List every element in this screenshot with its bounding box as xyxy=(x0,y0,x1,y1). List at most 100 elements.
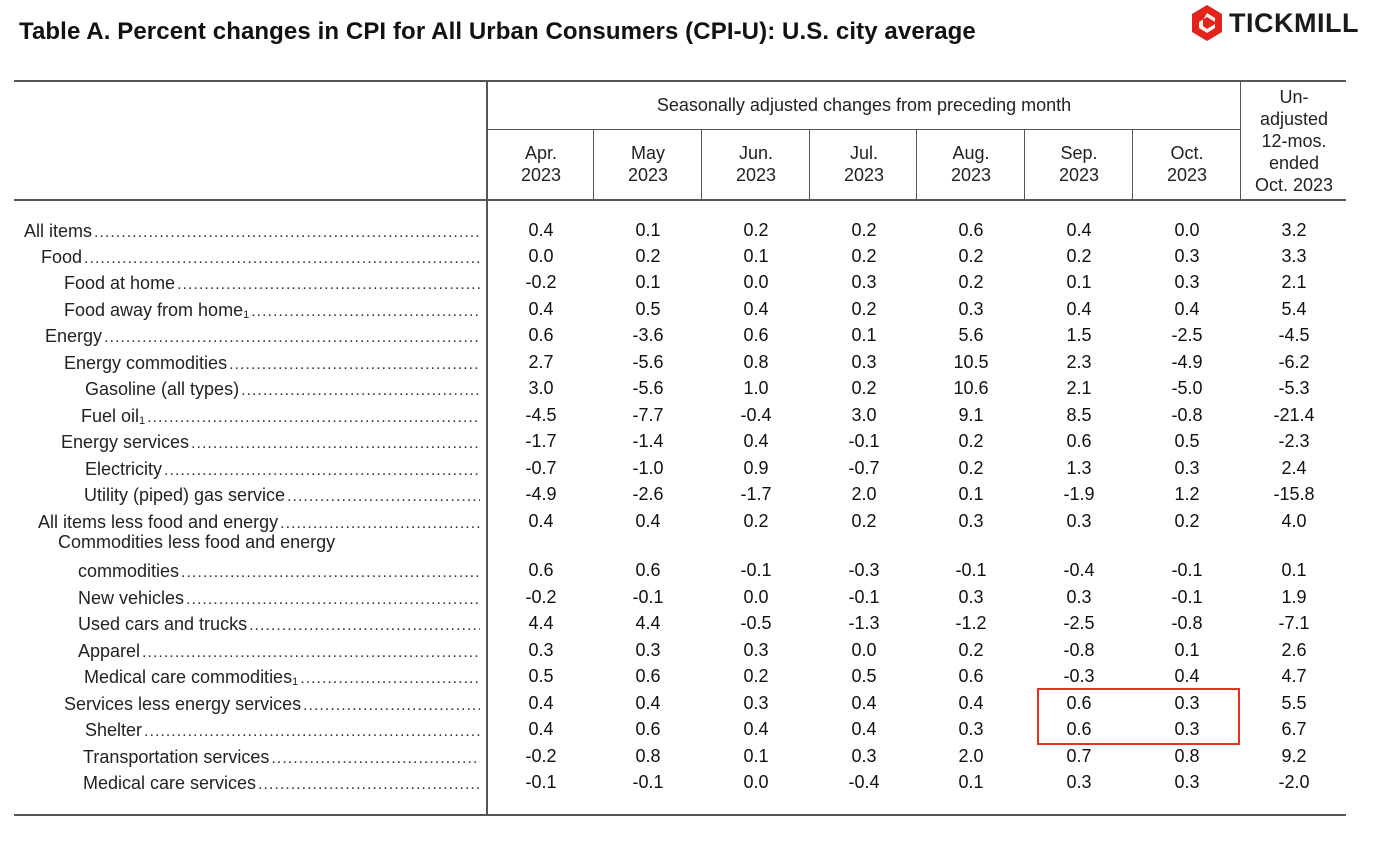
value-cell: 0.5 xyxy=(1174,431,1200,451)
value-cell: -0.1 xyxy=(848,587,880,607)
value-cell: 0.3 xyxy=(1174,272,1200,292)
month-header: Jul. 2023 xyxy=(811,142,917,186)
table-row: Food at home............................… xyxy=(0,268,1379,294)
month-year: 2023 xyxy=(950,165,992,185)
value-cell: 0.4 xyxy=(528,511,554,531)
value-cell: -0.1 xyxy=(1171,560,1203,580)
value-cell: 0.4 xyxy=(743,431,769,451)
row-label-text: Used cars and trucks xyxy=(78,614,248,634)
month-divider xyxy=(809,130,810,200)
month-name: May xyxy=(630,143,665,163)
value-cell: 0.5 xyxy=(635,299,661,319)
value-cell: 0.6 xyxy=(743,325,769,345)
unadjusted-value-cell: -5.3 xyxy=(1278,378,1310,398)
value-cell: -5.0 xyxy=(1171,378,1203,398)
value-cell: 0.1 xyxy=(743,246,769,266)
value-cell: 0.4 xyxy=(1066,299,1092,319)
value-cell: 0.6 xyxy=(958,666,984,686)
value-cell: 0.6 xyxy=(1066,693,1092,713)
value-cell: -7.7 xyxy=(632,405,664,425)
month-header: May 2023 xyxy=(595,142,701,186)
unadjusted-value-cell: 5.4 xyxy=(1281,299,1307,319)
value-cell: 0.1 xyxy=(958,772,984,792)
value-cell: 0.4 xyxy=(1174,299,1200,319)
leader-dots: ........................................… xyxy=(191,435,480,452)
value-cell: 1.3 xyxy=(1066,458,1092,478)
row-label-line: Commodities less food and energy xyxy=(58,532,336,552)
value-cell: -0.8 xyxy=(1063,640,1095,660)
table-row: Gasoline (all types)....................… xyxy=(0,374,1379,400)
value-cell: 0.6 xyxy=(635,560,661,580)
value-cell: -0.8 xyxy=(1171,405,1203,425)
value-cell: -1.7 xyxy=(525,431,557,451)
row-label-text: Medical care services xyxy=(83,773,257,793)
row-label: Gasoline (all types)....................… xyxy=(85,374,480,400)
value-cell: 0.1 xyxy=(635,220,661,240)
leader-dots: ........................................… xyxy=(144,723,480,740)
row-label-text: Shelter xyxy=(85,720,143,740)
value-cell: 4.4 xyxy=(528,613,554,633)
month-year: 2023 xyxy=(843,165,885,185)
unadjusted-value-cell: -4.5 xyxy=(1278,325,1310,345)
table-row: Food away from home 1....................… xyxy=(0,295,1379,321)
month-header: Jun. 2023 xyxy=(703,142,809,186)
unadjusted-value-cell: -6.2 xyxy=(1278,352,1310,372)
unadjusted-value-cell: -21.4 xyxy=(1273,405,1315,425)
leader-dots: ........................................… xyxy=(258,776,480,793)
value-cell: 0.2 xyxy=(743,220,769,240)
unadjusted-header-line: 12-mos. xyxy=(1261,131,1327,151)
row-label-text: Transportation services xyxy=(83,747,270,767)
value-cell: -0.7 xyxy=(525,458,557,478)
month-header: Apr. 2023 xyxy=(488,142,594,186)
value-cell: -0.2 xyxy=(525,746,557,766)
leader-dots: ........................................… xyxy=(251,303,480,320)
month-header: Aug. 2023 xyxy=(918,142,1024,186)
month-name: Oct. xyxy=(1170,143,1204,163)
row-label-text: Energy xyxy=(45,326,103,346)
month-divider xyxy=(701,130,702,200)
footnote-marker: 1 xyxy=(243,309,250,321)
table-row: Used cars and trucks....................… xyxy=(0,609,1379,635)
table-top-rule xyxy=(14,80,1346,82)
value-cell: 0.5 xyxy=(851,666,877,686)
unadjusted-column-divider xyxy=(1240,81,1241,200)
table-row: Fuel oil 1...............................… xyxy=(0,401,1379,427)
value-cell: 0.2 xyxy=(635,246,661,266)
row-label: Food....................................… xyxy=(41,242,480,268)
row-label-text: Energy services xyxy=(61,432,190,452)
row-label-text: Food at home xyxy=(64,273,176,293)
value-cell: 0.2 xyxy=(851,378,877,398)
table-row: Utility (piped) gas service.............… xyxy=(0,480,1379,506)
unadjusted-value-cell: -2.0 xyxy=(1278,772,1310,792)
value-cell: 0.0 xyxy=(743,772,769,792)
value-cell: -4.9 xyxy=(1171,352,1203,372)
leader-dots: ........................................… xyxy=(300,670,480,687)
table-row: Transportation services.................… xyxy=(0,742,1379,768)
table-row: Energy..................................… xyxy=(0,321,1379,347)
value-cell: -0.4 xyxy=(740,405,772,425)
row-label: Food at home............................… xyxy=(64,268,480,294)
value-cell: 0.8 xyxy=(635,746,661,766)
row-label: All items...............................… xyxy=(24,216,480,242)
value-cell: 0.2 xyxy=(1066,246,1092,266)
row-label: Medical care services...................… xyxy=(83,768,480,794)
month-name: Jul. xyxy=(849,143,878,163)
value-cell: 0.8 xyxy=(743,352,769,372)
value-cell: 0.3 xyxy=(958,587,984,607)
unadjusted-value-cell: 9.2 xyxy=(1281,746,1307,766)
value-cell: 0.2 xyxy=(958,272,984,292)
row-label: Apparel.................................… xyxy=(78,636,480,662)
value-cell: 0.6 xyxy=(528,325,554,345)
value-cell: 0.3 xyxy=(1174,458,1200,478)
row-label-text: All items less food and energy xyxy=(38,512,279,532)
tickmill-logo: TICKMILL xyxy=(1190,3,1359,43)
leader-dots: ........................................… xyxy=(303,697,480,714)
leader-dots: ........................................… xyxy=(147,409,480,426)
value-cell: -2.5 xyxy=(1171,325,1203,345)
value-cell: 0.2 xyxy=(851,220,877,240)
row-label: New vehicles............................… xyxy=(78,583,480,609)
table-title: Table A. Percent changes in CPI for All … xyxy=(19,18,976,45)
row-label: Energy..................................… xyxy=(45,321,480,347)
value-cell: 0.1 xyxy=(1066,272,1092,292)
value-cell: 1.5 xyxy=(1066,325,1092,345)
